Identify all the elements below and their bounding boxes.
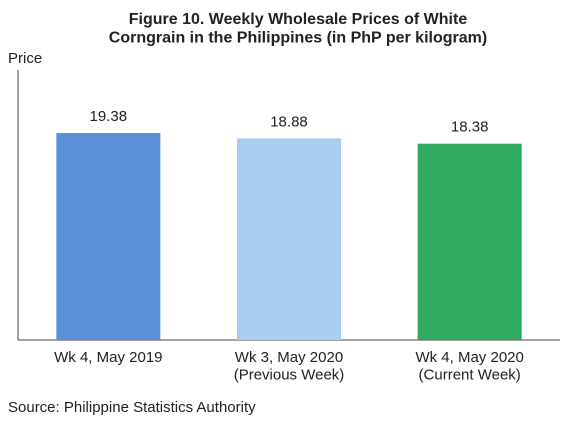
value-label: 18.88	[270, 113, 308, 130]
chart-title: Figure 10. Weekly Wholesale Prices of Wh…	[109, 11, 487, 46]
x-tick-label: Wk 3, May 2020 (Previous Week)	[234, 349, 345, 383]
source: Source: Philippine Statistics Authority	[8, 399, 256, 416]
bar	[417, 143, 522, 340]
bar	[56, 133, 161, 340]
y-axis-label: Price	[8, 50, 42, 67]
x-tick-label: Wk 4, May 2019	[54, 349, 162, 366]
x-tick-label: Wk 4, May 2020 (Current Week)	[415, 349, 523, 383]
value-label: 19.38	[90, 108, 128, 125]
bar	[237, 138, 341, 340]
value-label: 18.38	[451, 119, 489, 136]
